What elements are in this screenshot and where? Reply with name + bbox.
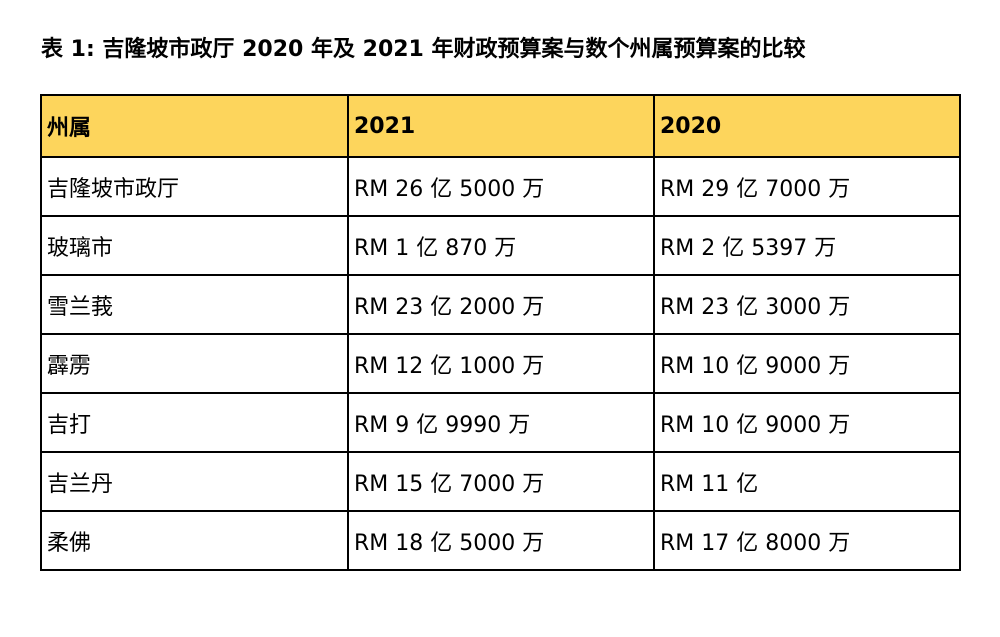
cell-2020: RM 10 亿 9000 万	[653, 392, 961, 453]
cell-2021: RM 15 亿 7000 万	[347, 451, 655, 512]
cell-2021: RM 26 亿 5000 万	[347, 156, 655, 217]
cell-2021: RM 18 亿 5000 万	[347, 510, 655, 571]
cell-state: 吉隆坡市政厅	[40, 156, 349, 217]
table-row: 玻璃市 RM 1 亿 870 万 RM 2 亿 5397 万	[40, 215, 961, 276]
cell-2020: RM 29 亿 7000 万	[653, 156, 961, 217]
cell-state: 吉兰丹	[40, 451, 349, 512]
header-2020: 2020	[653, 94, 961, 158]
table-caption: 表 1: 吉隆坡市政厅 2020 年及 2021 年财政预算案与数个州属预算案的…	[41, 37, 806, 62]
cell-state: 霹雳	[40, 333, 349, 394]
header-2021: 2021	[347, 94, 655, 158]
cell-state: 吉打	[40, 392, 349, 453]
cell-2020: RM 2 亿 5397 万	[653, 215, 961, 276]
budget-comparison-table: 州属 2021 2020 吉隆坡市政厅 RM 26 亿 5000 万 RM 29…	[40, 94, 961, 571]
cell-state: 玻璃市	[40, 215, 349, 276]
cell-2021: RM 12 亿 1000 万	[347, 333, 655, 394]
table-row: 吉兰丹 RM 15 亿 7000 万 RM 11 亿	[40, 451, 961, 512]
cell-2020: RM 10 亿 9000 万	[653, 333, 961, 394]
header-state: 州属	[40, 94, 349, 158]
cell-2020: RM 17 亿 8000 万	[653, 510, 961, 571]
cell-state: 雪兰莪	[40, 274, 349, 335]
table-row: 雪兰莪 RM 23 亿 2000 万 RM 23 亿 3000 万	[40, 274, 961, 335]
cell-2021: RM 1 亿 870 万	[347, 215, 655, 276]
cell-2020: RM 23 亿 3000 万	[653, 274, 961, 335]
table-row: 柔佛 RM 18 亿 5000 万 RM 17 亿 8000 万	[40, 510, 961, 571]
cell-2020: RM 11 亿	[653, 451, 961, 512]
table-row: 吉打 RM 9 亿 9990 万 RM 10 亿 9000 万	[40, 392, 961, 453]
table-row: 霹雳 RM 12 亿 1000 万 RM 10 亿 9000 万	[40, 333, 961, 394]
table-header-row: 州属 2021 2020	[40, 94, 961, 158]
cell-state: 柔佛	[40, 510, 349, 571]
table-row: 吉隆坡市政厅 RM 26 亿 5000 万 RM 29 亿 7000 万	[40, 156, 961, 217]
cell-2021: RM 9 亿 9990 万	[347, 392, 655, 453]
cell-2021: RM 23 亿 2000 万	[347, 274, 655, 335]
